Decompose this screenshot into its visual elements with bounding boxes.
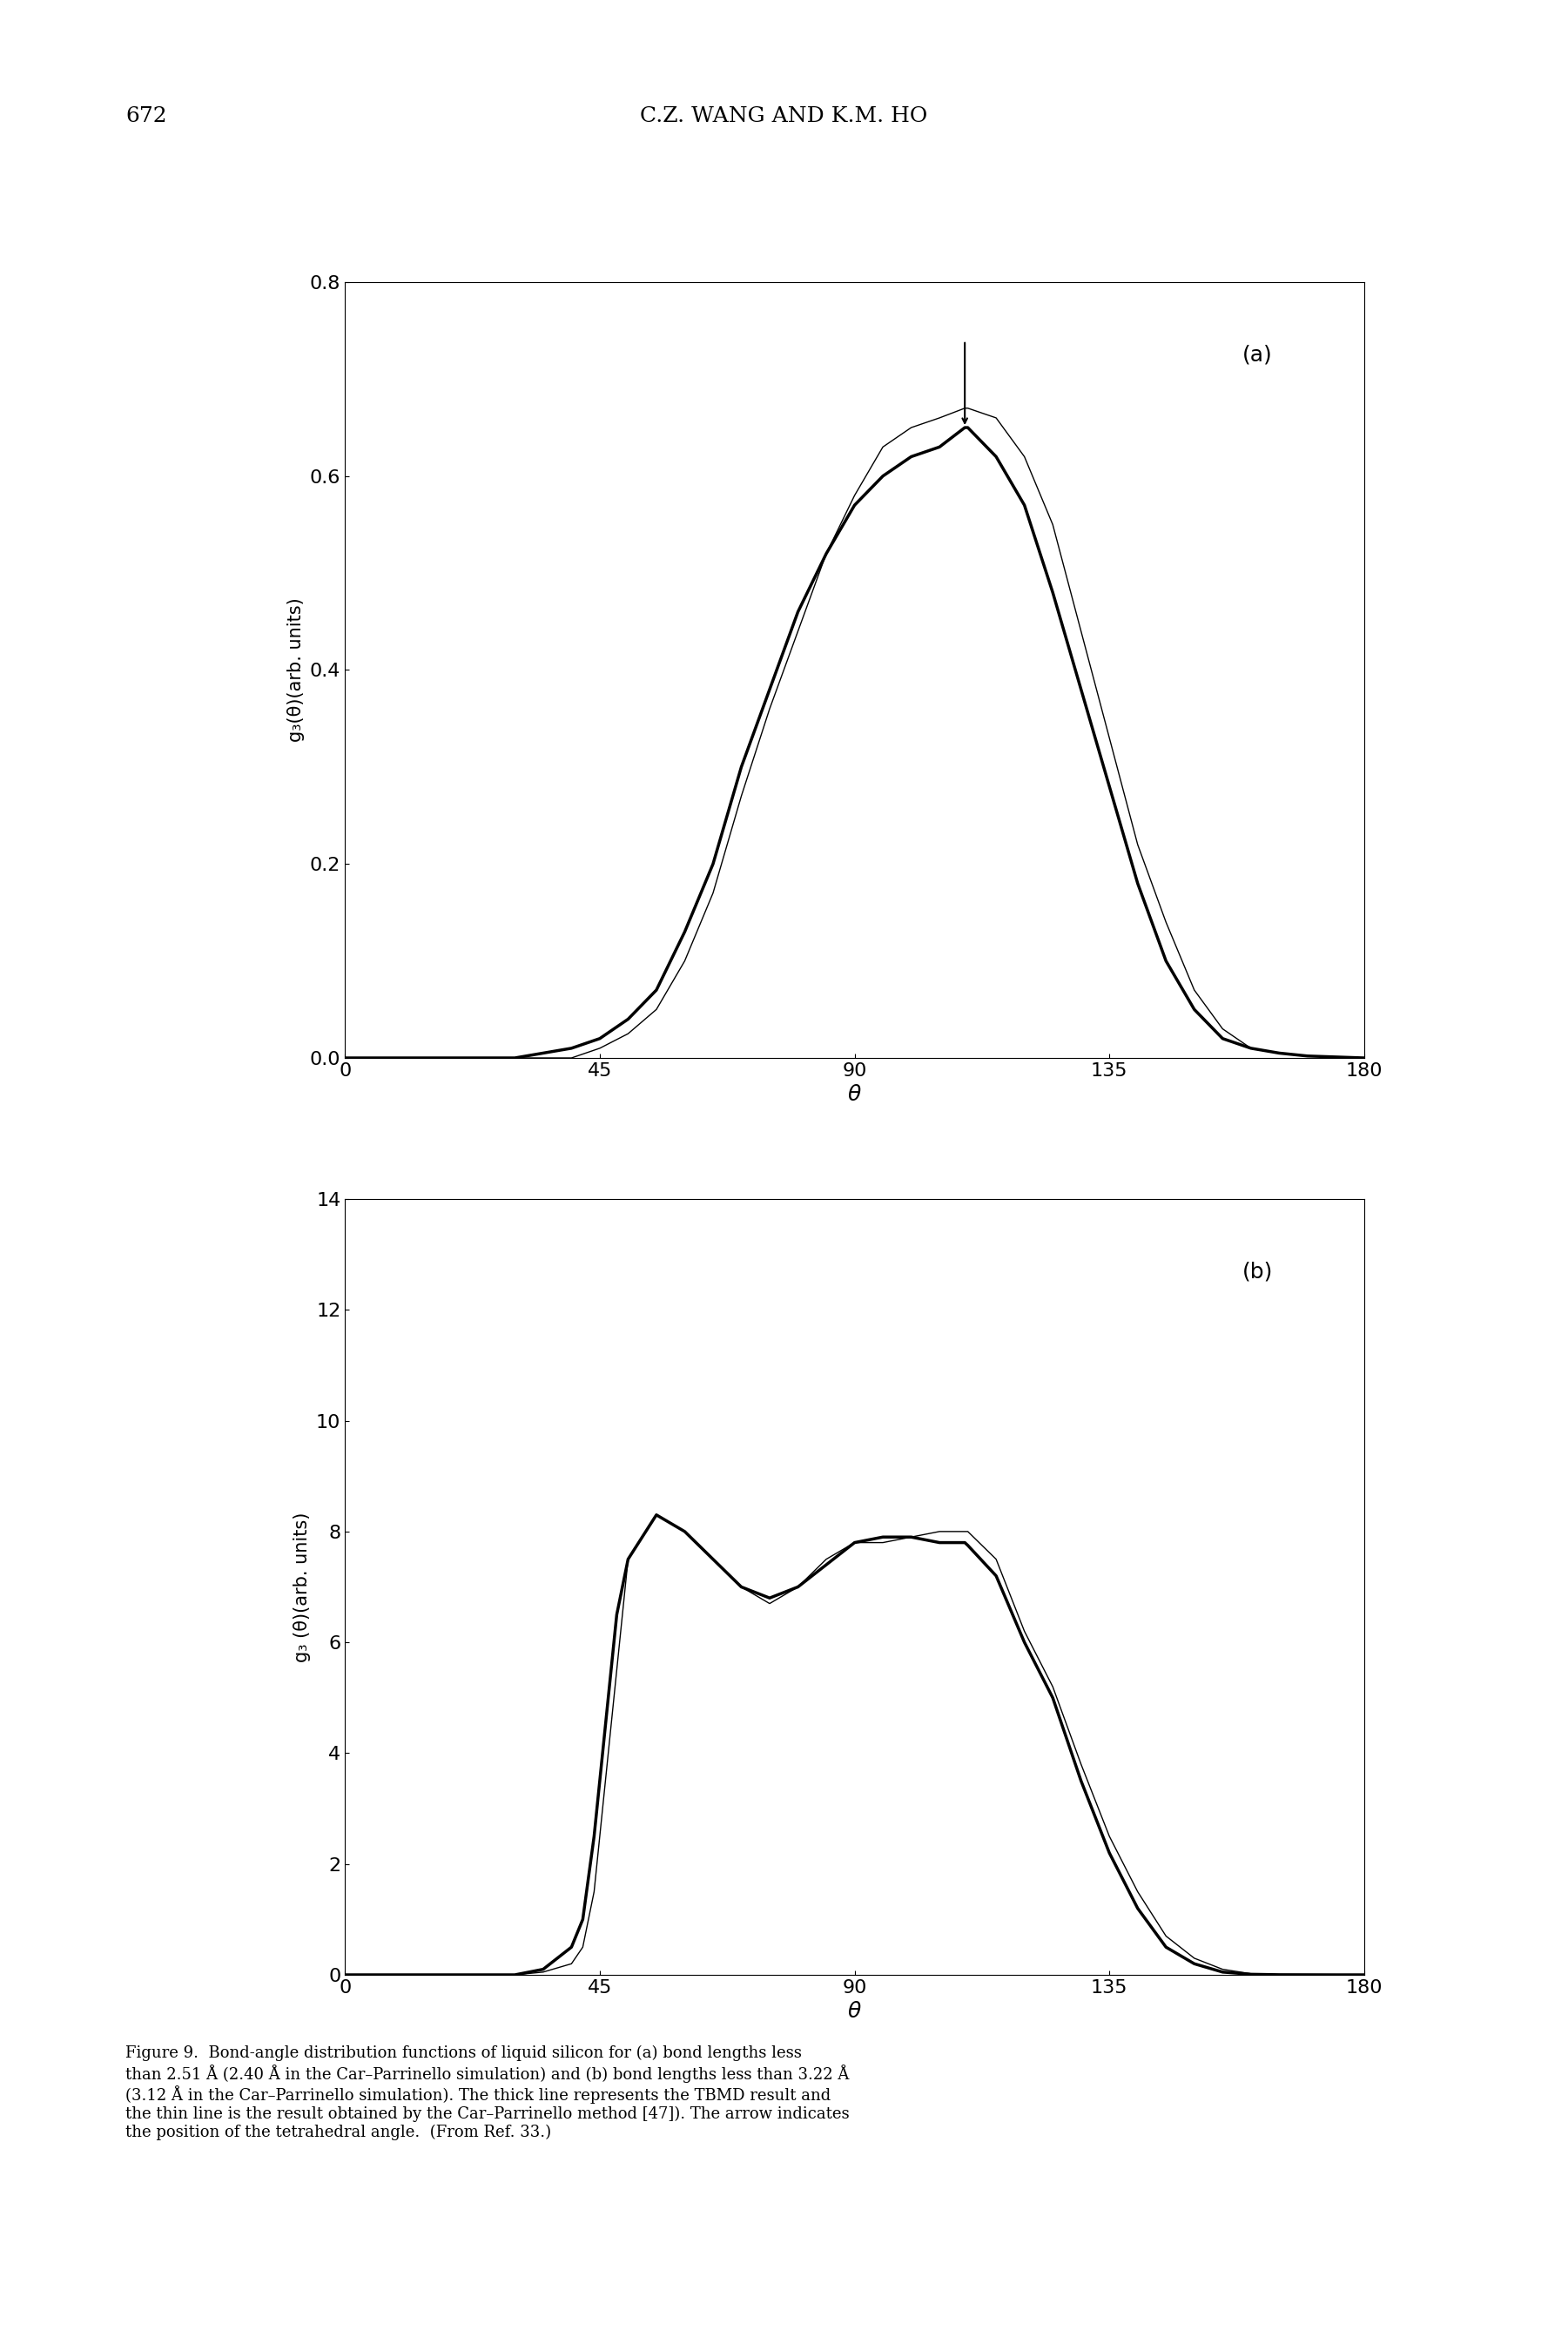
Text: 672: 672: [125, 106, 166, 127]
Text: Figure 9.  Bond-angle distribution functions of liquid silicon for (a) bond leng: Figure 9. Bond-angle distribution functi…: [125, 2045, 850, 2139]
Text: (b): (b): [1242, 1260, 1273, 1281]
Text: C.Z. WANG AND K.M. HO: C.Z. WANG AND K.M. HO: [640, 106, 928, 127]
Text: (a): (a): [1242, 343, 1272, 364]
Y-axis label: g₃(θ)(arb. units): g₃(θ)(arb. units): [287, 597, 306, 743]
Y-axis label: g₃ (θ)(arb. units): g₃ (θ)(arb. units): [293, 1512, 310, 1662]
X-axis label: θ: θ: [848, 1084, 861, 1105]
X-axis label: θ: θ: [848, 2001, 861, 2022]
